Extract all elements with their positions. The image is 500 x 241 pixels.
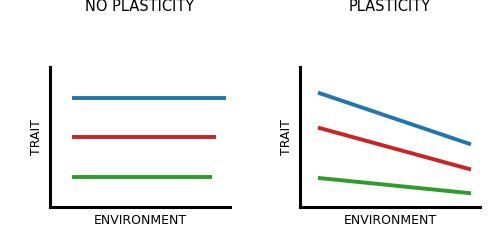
Y-axis label: TRAIT: TRAIT: [30, 120, 43, 155]
X-axis label: ENVIRONMENT: ENVIRONMENT: [344, 214, 436, 227]
Text: NO PLASTICITY: NO PLASTICITY: [86, 0, 194, 14]
Y-axis label: TRAIT: TRAIT: [280, 120, 293, 155]
X-axis label: ENVIRONMENT: ENVIRONMENT: [94, 214, 186, 227]
Text: PLASTICITY: PLASTICITY: [349, 0, 431, 14]
